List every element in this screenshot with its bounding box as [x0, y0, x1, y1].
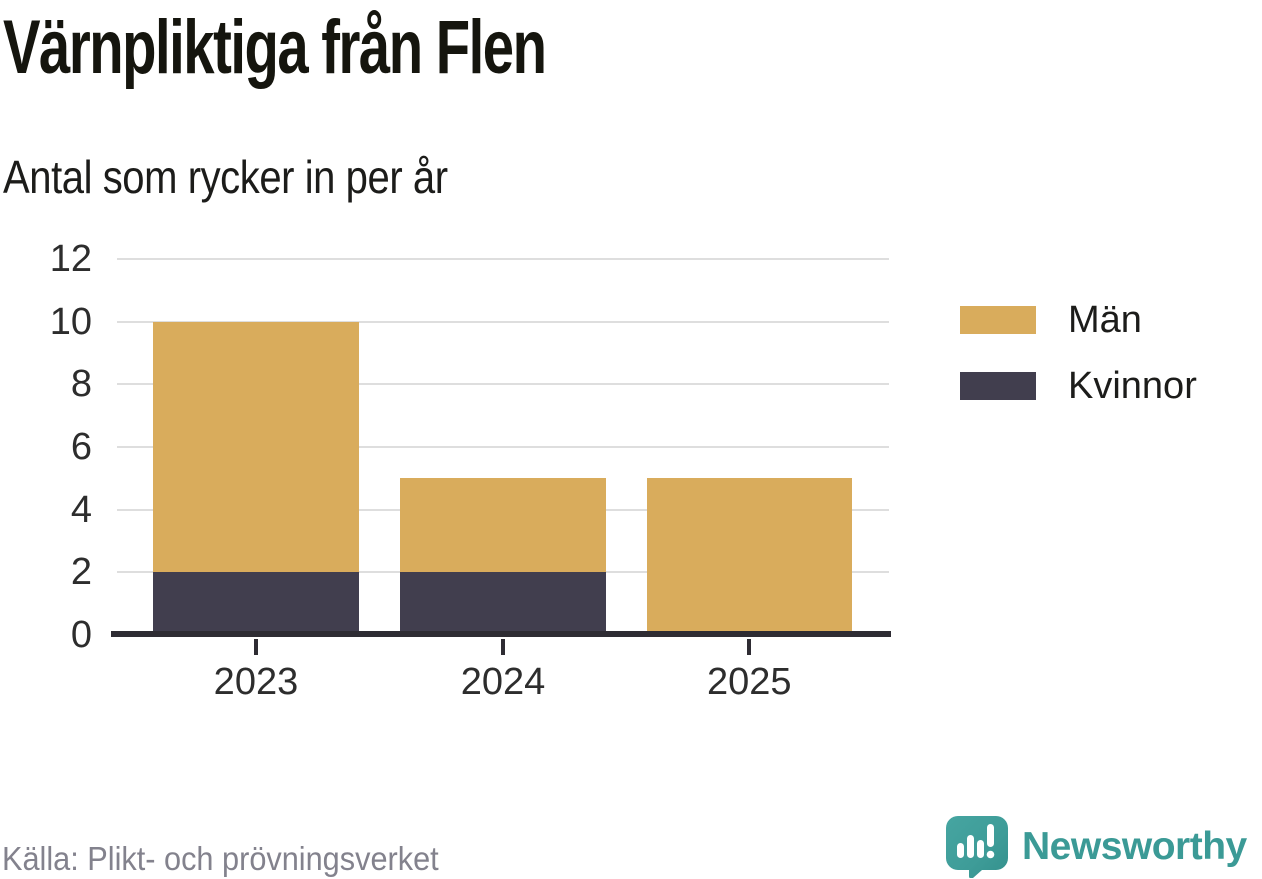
bar-segment-kvinnor-2023 — [153, 572, 359, 635]
chart-subtitle: Antal som rycker in per år — [3, 151, 448, 203]
brand-logo: Newsworthy — [944, 814, 1260, 878]
legend-swatch — [960, 372, 1036, 400]
newsworthy-speech-bubble-bar-chart-icon — [946, 816, 1008, 878]
x-axis-line — [111, 631, 891, 637]
gridline — [117, 446, 889, 448]
x-tick-label: 2023 — [213, 661, 299, 703]
x-tick-label: 2024 — [460, 661, 546, 703]
x-tick — [501, 639, 505, 655]
bar-segment-män-2024 — [400, 478, 606, 573]
x-tick — [253, 639, 258, 655]
gridline — [117, 258, 889, 260]
y-tick-label: 2 — [70, 551, 92, 594]
bar-segment-kvinnor-2024 — [400, 572, 606, 635]
y-tick-label: 4 — [70, 488, 92, 531]
bar-2025 — [646, 259, 852, 635]
x-tick — [747, 639, 752, 655]
y-tick-label: 12 — [49, 238, 92, 280]
x-tick-label: 2025 — [706, 661, 792, 703]
bar-2024 — [400, 259, 606, 635]
y-tick-label: 10 — [49, 300, 92, 343]
bar-2023 — [153, 259, 359, 635]
source-note: Källa: Plikt- och prövningsverket — [2, 840, 439, 877]
legend-swatch — [960, 306, 1036, 334]
legend-item-kvinnor: Kvinnor — [960, 367, 1197, 405]
chart-title: Värnpliktiga från Flen — [3, 5, 547, 90]
legend-label: Män — [1068, 299, 1142, 341]
y-tick-label: 6 — [70, 426, 92, 468]
legend-item-män: Män — [960, 301, 1197, 339]
bar-segment-män-2025 — [646, 478, 852, 635]
x-axis: 2023 2024 2025 — [117, 635, 889, 715]
brand-wordmark: Newsworthy — [1022, 824, 1247, 868]
bar-segment-män-2023 — [153, 321, 359, 573]
gridline — [117, 383, 889, 386]
plot-area — [117, 258, 889, 635]
y-axis: 0 2 4 6 8 10 12 — [18, 240, 92, 654]
legend-label: Kvinnor — [1068, 365, 1197, 407]
y-tick-label: 8 — [70, 363, 92, 406]
y-tick-label: 0 — [70, 614, 92, 656]
legend: Män Kvinnor — [960, 301, 1197, 433]
gridline — [117, 320, 889, 323]
